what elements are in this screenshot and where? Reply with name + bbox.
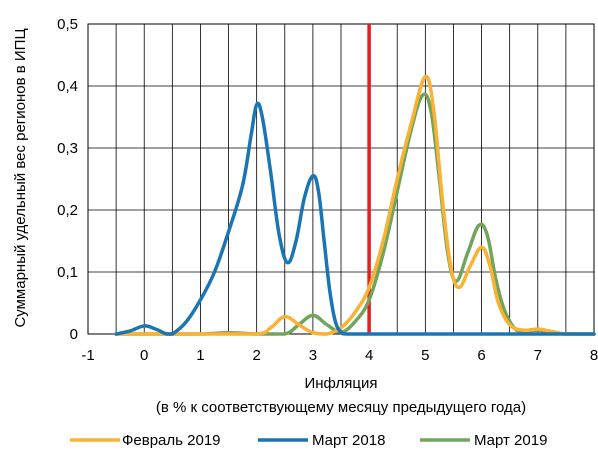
legend-label: Февраль 2019	[122, 432, 221, 449]
series-line-2	[116, 94, 594, 334]
x-tick-label: 4	[365, 347, 373, 364]
axes: -1 0 1 2 3 4 5 6 7 800,10,20,30,40,5	[57, 16, 598, 364]
series-line-0	[116, 76, 594, 334]
series-group	[116, 76, 594, 334]
x-tick-label: 2	[252, 347, 260, 364]
y-tick-label: 0,3	[57, 140, 78, 157]
series-line-1	[116, 103, 594, 334]
y-tick-label: 0	[70, 326, 78, 343]
y-axis-title: Суммарный удельный вес регионов в ИПЦ	[12, 28, 29, 327]
x-tick-label: 1	[196, 347, 204, 364]
grid	[88, 24, 594, 334]
y-tick-label: 0,1	[57, 264, 78, 281]
x-tick-label: 8	[590, 347, 598, 364]
y-tick-label: 0,4	[57, 78, 78, 95]
x-axis-title: Инфляция	[304, 375, 377, 392]
x-tick-label: 3	[309, 347, 317, 364]
x-tick-label: 0	[140, 347, 148, 364]
x-tick-label: 7	[534, 347, 542, 364]
x-axis-subtitle: (в % к соответствующему месяцу предыдуще…	[156, 399, 526, 416]
y-tick-label: 0,5	[57, 16, 78, 33]
x-tick-label: 5	[421, 347, 429, 364]
legend: Февраль 2019 Март 2018 Март 2019	[70, 432, 547, 449]
x-tick-label: 6	[477, 347, 485, 364]
y-tick-label: 0,2	[57, 202, 78, 219]
x-tick-label: -1	[81, 347, 94, 364]
legend-label: Март 2018	[312, 432, 385, 449]
legend-label: Март 2019	[474, 432, 547, 449]
